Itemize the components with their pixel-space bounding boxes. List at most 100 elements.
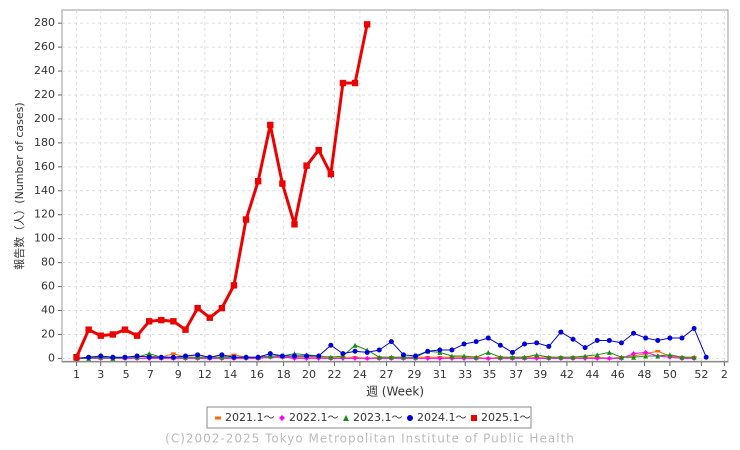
point: [291, 221, 298, 228]
point: [194, 304, 201, 312]
point: [667, 352, 673, 358]
legend: [206, 406, 532, 429]
point: [485, 355, 491, 361]
point: [218, 304, 226, 312]
point: [691, 325, 697, 331]
point: [195, 352, 201, 358]
x-tick-label: 27: [380, 368, 394, 381]
point: [679, 335, 685, 341]
y-tick-label: 80: [41, 256, 55, 269]
point: [473, 354, 479, 360]
x-tick-label: 31: [433, 368, 447, 381]
y-tick-label: 60: [41, 280, 55, 293]
x-tick-label: 5: [123, 368, 130, 381]
y-tick-label: 240: [34, 64, 55, 77]
point: [582, 353, 588, 359]
x-tick-label: 7: [147, 368, 154, 381]
point: [328, 354, 334, 360]
point: [437, 355, 443, 361]
point: [363, 21, 371, 28]
point: [339, 79, 347, 87]
point: [437, 347, 443, 353]
point: [327, 170, 335, 178]
point: [376, 354, 382, 360]
point: [497, 354, 503, 360]
point: [110, 354, 116, 360]
point: [86, 354, 92, 360]
y-tick-label: 140: [34, 184, 55, 197]
point: [170, 354, 176, 360]
point: [267, 121, 274, 129]
x-axis-label: 週 (Week): [366, 385, 424, 399]
x-tick-label: 39: [533, 368, 547, 381]
point: [98, 353, 104, 359]
footer: (C)2002-2025 Tokyo Metropolitan Institut…: [165, 432, 575, 446]
x-tick-label: 50: [663, 368, 677, 381]
x-tick-label: 20: [302, 368, 316, 381]
point: [242, 216, 250, 223]
point: [522, 341, 528, 347]
point: [606, 349, 612, 355]
point: [643, 335, 649, 341]
point: [473, 339, 479, 345]
point: [207, 354, 213, 360]
point: [121, 326, 129, 333]
x-tick-label: 12: [198, 368, 212, 381]
point: [376, 347, 382, 353]
point: [182, 326, 189, 333]
point: [509, 354, 515, 360]
point: [643, 349, 649, 355]
point: [340, 351, 346, 357]
point: [97, 332, 104, 339]
legend-label: 2021.1～: [225, 411, 275, 424]
y-tick-label: 20: [41, 327, 55, 340]
point: [534, 352, 540, 358]
point: [534, 340, 540, 346]
point: [425, 355, 431, 361]
point: [631, 351, 637, 357]
x-tick-label: 14: [223, 368, 237, 381]
legend-marker: [215, 416, 221, 420]
x-tick-label: 44: [585, 368, 599, 381]
point: [303, 162, 310, 169]
point: [158, 354, 164, 360]
y-tick-label: 120: [34, 208, 55, 221]
point: [558, 354, 564, 360]
x-tick-label: 24: [353, 368, 367, 381]
x-tick-label: 16: [250, 368, 264, 381]
point: [570, 354, 576, 360]
y-tick-label: 0: [48, 351, 55, 364]
point: [388, 354, 394, 360]
point: [606, 355, 612, 361]
point: [243, 354, 249, 360]
point: [522, 354, 528, 360]
point: [364, 355, 370, 361]
point: [109, 331, 117, 338]
point: [183, 353, 189, 359]
x-tick-label: 48: [637, 368, 651, 381]
point: [558, 329, 564, 335]
point: [546, 343, 552, 349]
point: [461, 341, 467, 347]
y-tick-label: 200: [34, 112, 55, 125]
point: [254, 178, 262, 185]
point: [291, 353, 297, 359]
point: [485, 349, 491, 355]
point: [133, 332, 141, 339]
point: [400, 352, 406, 358]
point: [582, 345, 588, 351]
point: [352, 348, 358, 354]
point: [667, 335, 673, 341]
point: [279, 353, 285, 359]
point: [461, 353, 467, 359]
point: [316, 353, 322, 359]
y-tick-label: 180: [34, 136, 55, 149]
point: [606, 337, 612, 343]
point: [146, 351, 152, 357]
x-tick-label: 52: [694, 368, 708, 381]
x-tick-label: 35: [482, 368, 496, 381]
point: [388, 339, 394, 345]
legend-marker: [471, 415, 477, 421]
point: [679, 354, 685, 360]
